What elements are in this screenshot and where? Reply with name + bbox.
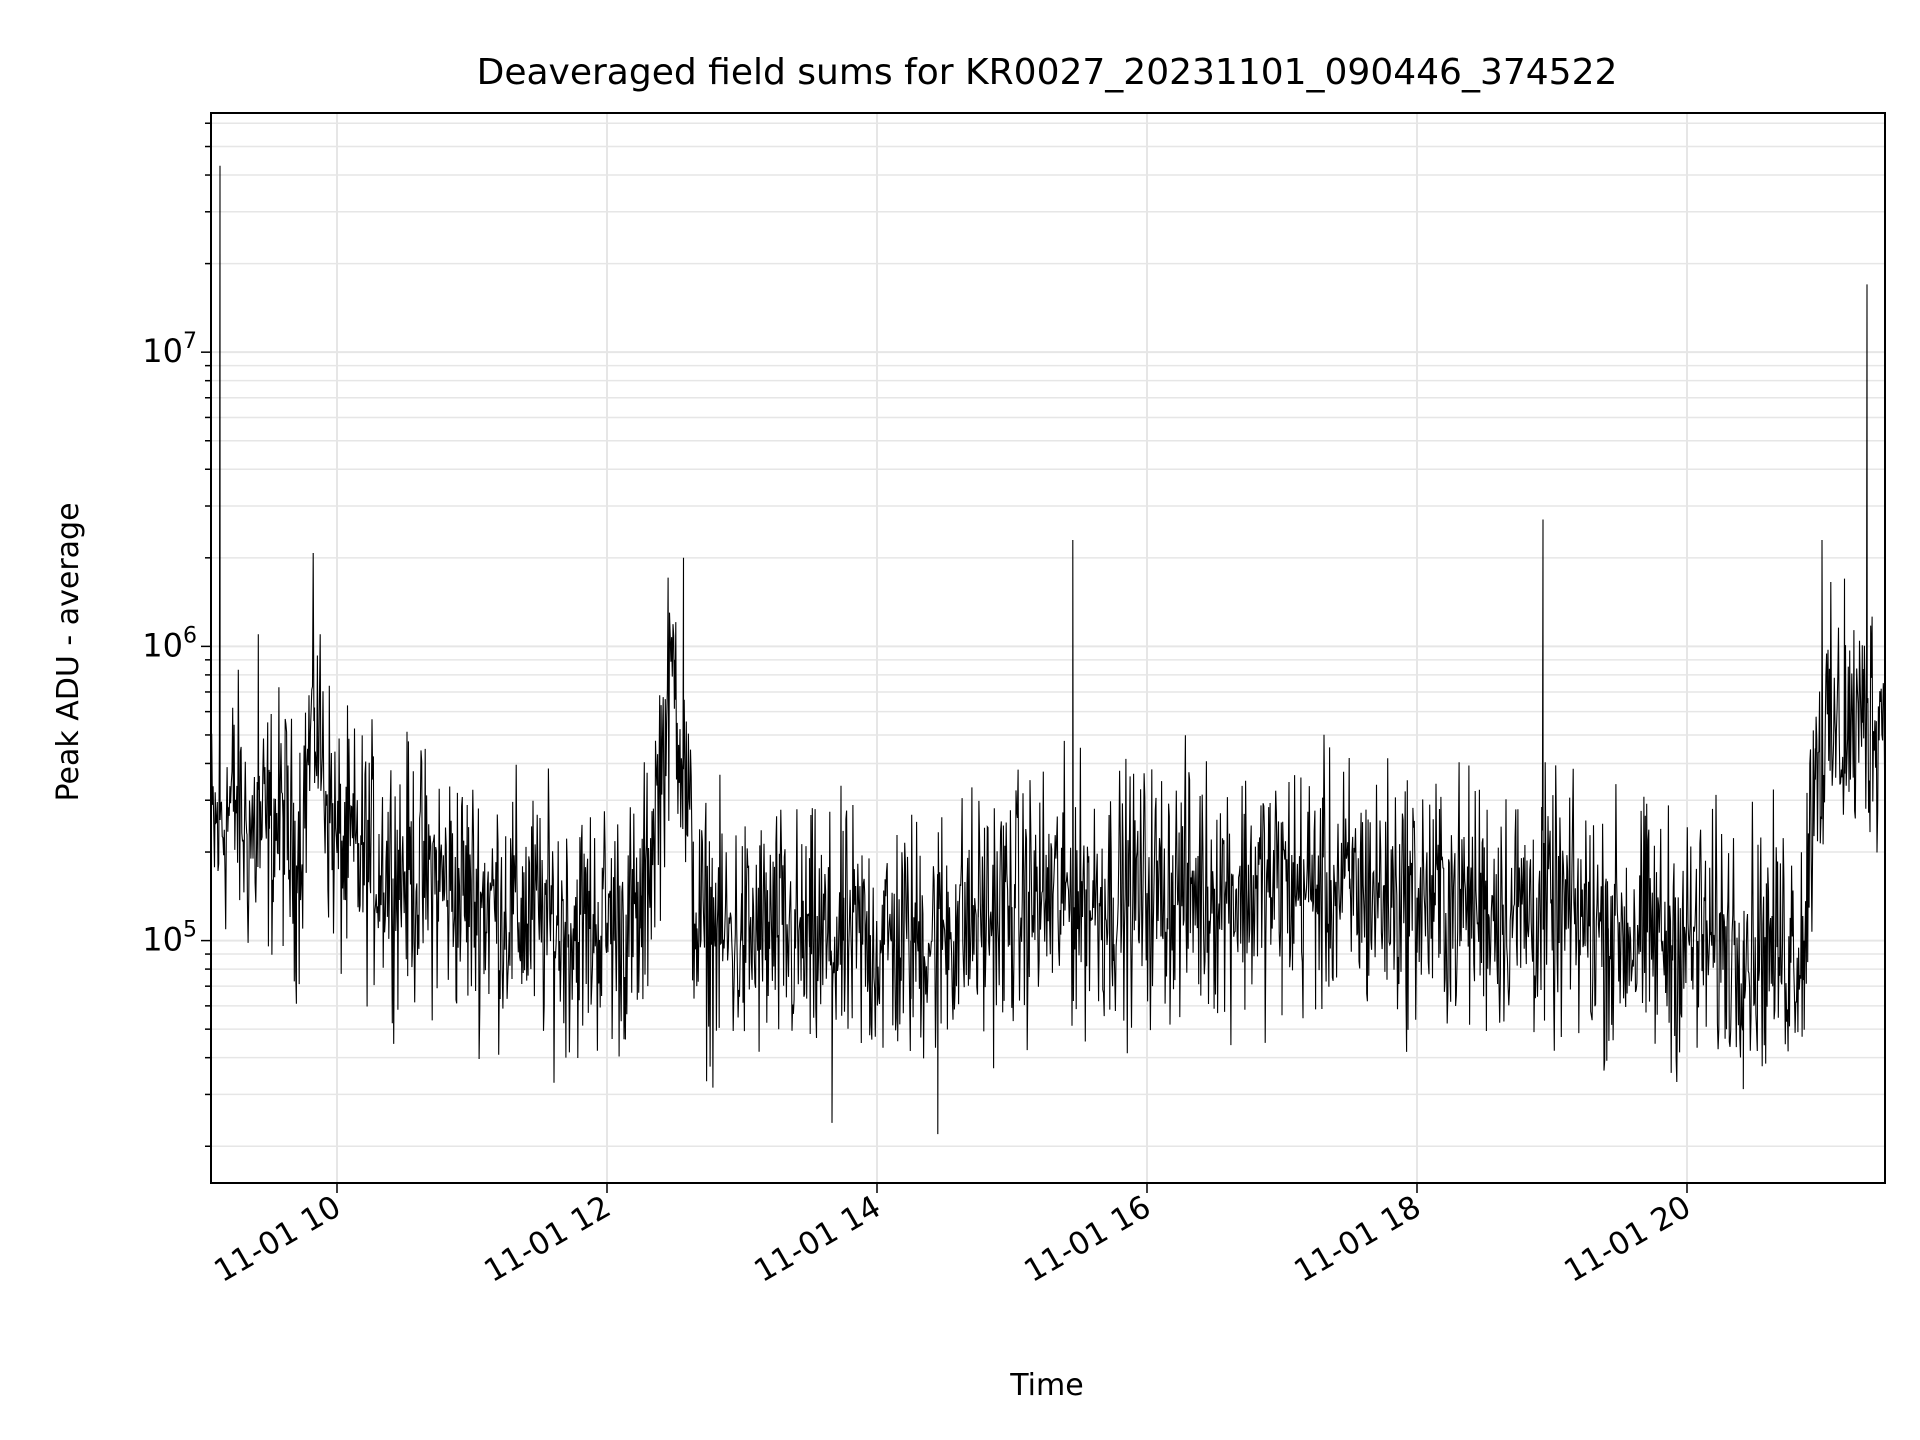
chart-title: Deaveraged field sums for KR0027_2023110…: [477, 52, 1618, 93]
y-axis-label: Peak ADU - average: [51, 502, 86, 801]
grid-lines: [211, 113, 1885, 1183]
y-tick-label: 107: [142, 329, 197, 370]
x-tick-label: 11-01 14: [748, 1189, 887, 1290]
x-tick-label: 11-01 16: [1018, 1189, 1157, 1290]
y-tick-label: 106: [142, 623, 197, 664]
x-tick-label: 11-01 18: [1288, 1189, 1427, 1290]
x-tick-label: 11-01 12: [478, 1189, 617, 1290]
x-tick-label: 11-01 10: [208, 1189, 347, 1290]
plot-frame: [210, 112, 1886, 1184]
y-tick-label: 105: [142, 918, 197, 959]
series-line: [210, 165, 1886, 1135]
x-axis-label: Time: [1009, 1368, 1083, 1403]
axis-ticks: 105 106 107 11-01 10 11-01 12 11-01 14 11-01 1…: [142, 122, 1697, 1290]
series-path: [210, 165, 1886, 1135]
x-tick-label: 11-01 20: [1558, 1189, 1697, 1290]
